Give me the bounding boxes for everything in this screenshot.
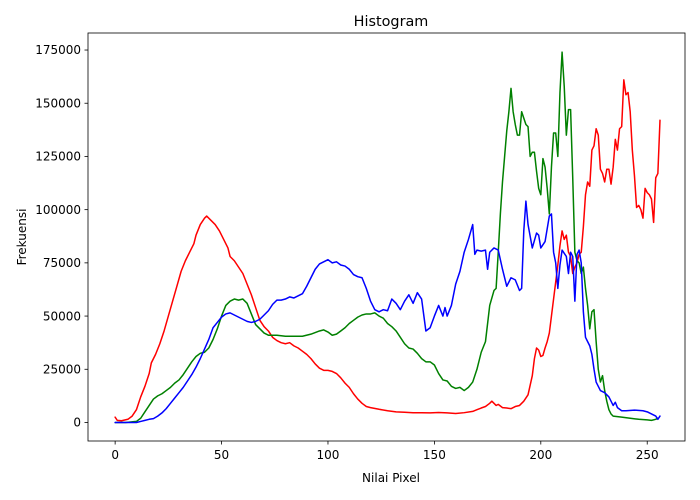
axes-frame xyxy=(87,32,686,442)
y-tick-label: 75000 xyxy=(43,256,81,270)
y-tick-label: 150000 xyxy=(35,96,81,110)
y-axis-label: Frekuensi xyxy=(15,209,29,266)
x-tick-label: 0 xyxy=(111,448,119,462)
y-tick-label: 100000 xyxy=(35,203,81,217)
y-tick-label: 50000 xyxy=(43,309,81,323)
y-axis-ticks: 0 25000 50000 75000 100000 125000 150000 175000 xyxy=(35,43,88,430)
series-line-2 xyxy=(114,200,661,424)
series-line-0 xyxy=(114,79,661,422)
x-tick-label: 150 xyxy=(423,448,446,462)
x-tick-label: 250 xyxy=(636,448,659,462)
series-layer xyxy=(114,51,661,424)
chart-title: Histogram xyxy=(354,14,429,30)
y-tick-label: 25000 xyxy=(43,362,81,376)
y-tick-label: 125000 xyxy=(35,150,81,164)
x-axis-label: Nilai Pixel xyxy=(362,471,420,485)
y-tick-label: 0 xyxy=(73,416,81,430)
x-axis-ticks: 0 50 100 150 200 250 xyxy=(111,441,659,462)
y-tick-label: 175000 xyxy=(35,43,81,57)
x-tick-label: 200 xyxy=(529,448,552,462)
x-tick-label: 100 xyxy=(317,448,340,462)
x-tick-label: 50 xyxy=(214,448,229,462)
